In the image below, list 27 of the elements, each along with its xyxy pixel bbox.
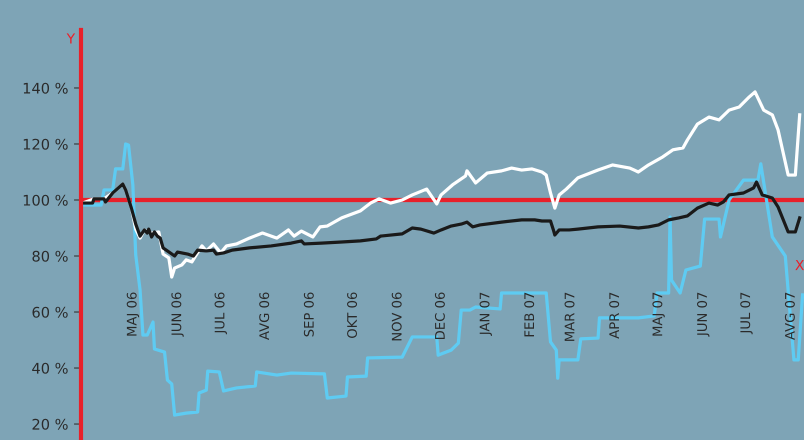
line-series <box>81 180 802 258</box>
y-axis-title: Y <box>66 33 76 44</box>
y-tick-label: 80 % <box>32 250 68 262</box>
line-series <box>81 142 804 417</box>
x-tick-label: MAJ 06 <box>126 292 140 336</box>
x-tick-label: OKT 06 <box>347 292 358 338</box>
x-tick-label: MAJ 07 <box>652 292 665 336</box>
y-tick-label: 100 % <box>24 194 68 206</box>
x-tick-label: JUL 07 <box>740 292 753 334</box>
y-tick-label: 140 % <box>24 82 68 94</box>
x-tick-label: FEB 07 <box>524 292 534 336</box>
x-axis-title: X <box>795 260 804 270</box>
x-tick-label: JAN 07 <box>480 292 492 336</box>
y-tick-label: 40 % <box>32 362 68 374</box>
x-tick-label: JUN 06 <box>171 292 184 337</box>
x-tick-label: JUL 06 <box>214 292 227 334</box>
x-tick-label: AVG 07 <box>784 292 795 340</box>
x-tick-label: JUN 07 <box>697 292 710 337</box>
y-tick-label: 120 % <box>24 138 68 150</box>
x-tick-label: MAR 07 <box>564 292 575 341</box>
x-tick-label: NOV 06 <box>392 292 402 340</box>
x-tick-label: SEP 06 <box>304 292 314 336</box>
y-tick-label: 60 % <box>32 306 68 318</box>
x-tick-label: AVG 06 <box>259 292 270 340</box>
x-tick-label: APR 07 <box>609 292 620 339</box>
y-tick-label: 20 % <box>32 418 68 430</box>
x-tick-label: DEC 06 <box>434 292 445 340</box>
